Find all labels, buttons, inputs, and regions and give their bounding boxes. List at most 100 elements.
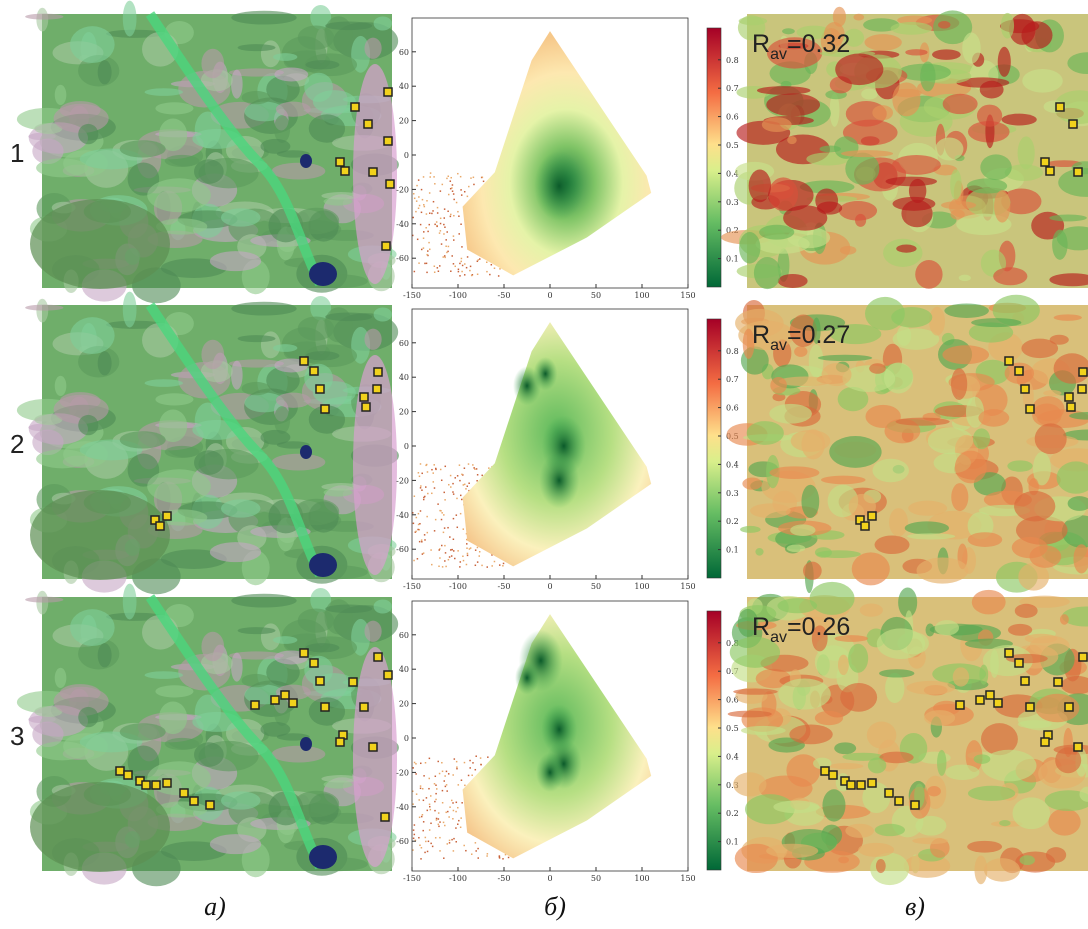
scatter-dot <box>460 827 462 829</box>
scatter-dot <box>453 199 455 201</box>
scatter-dot <box>460 495 462 497</box>
terrain-patch <box>123 292 137 328</box>
map-patch <box>872 105 893 120</box>
scatter-dot <box>444 217 446 219</box>
scatter-dot <box>464 191 466 193</box>
map-patch <box>890 22 932 35</box>
colorbar-tick-label: 0.5 <box>726 724 739 733</box>
scatter-dot <box>434 530 436 532</box>
scatter-dot <box>425 841 427 843</box>
terrain-patch <box>145 671 183 679</box>
map-patch <box>912 837 948 844</box>
scatter-dot <box>445 552 447 554</box>
map-patch <box>876 859 886 873</box>
scatter-dot <box>426 213 428 215</box>
scatter-dot <box>446 178 448 180</box>
map-patch <box>872 459 908 483</box>
map-patch <box>769 404 812 424</box>
map-patch <box>864 34 901 51</box>
marker <box>386 180 394 188</box>
scatter-dot <box>459 464 461 466</box>
terrain-patch <box>194 450 224 475</box>
terrain-patch <box>123 1 137 37</box>
terrain-patch <box>325 22 372 31</box>
map-patch <box>739 232 760 264</box>
x-tick-label: 50 <box>591 291 601 300</box>
marker <box>321 405 329 413</box>
scatter-dot <box>473 177 475 179</box>
marker <box>986 691 994 699</box>
map-patch <box>959 275 971 281</box>
scatter-dot <box>461 474 463 476</box>
marker <box>251 701 259 709</box>
scatter-dot <box>499 855 501 857</box>
marker <box>142 781 150 789</box>
scatter-dot <box>441 519 443 521</box>
terrain-patch <box>221 208 261 226</box>
scatter-dot <box>494 268 496 270</box>
map-patch <box>877 628 925 659</box>
scatter-dot <box>468 482 470 484</box>
map-patch <box>943 94 978 114</box>
scatter-dot <box>494 561 496 563</box>
marker <box>895 797 903 805</box>
terrain-patch <box>120 723 166 740</box>
scatter-dot <box>425 227 427 229</box>
scatter-dot <box>443 532 445 534</box>
map-patch <box>971 318 1021 327</box>
map-patch <box>1020 855 1035 865</box>
map-patch <box>895 418 949 426</box>
map-patch <box>905 521 949 534</box>
scatter-dot <box>443 492 445 494</box>
scatter-dot <box>458 820 460 822</box>
marker <box>124 771 132 779</box>
scatter-dot <box>428 788 430 790</box>
terrain-patch <box>374 600 392 614</box>
map-patch <box>908 501 947 516</box>
scatter-dot <box>475 769 477 771</box>
scatter-dot <box>486 855 488 857</box>
scatter-dot <box>424 263 426 265</box>
scatter-dot <box>423 499 425 501</box>
terrain-patch <box>55 376 67 396</box>
scatter-dot <box>421 489 423 491</box>
scatter-dot <box>415 531 417 533</box>
map-patch <box>973 428 990 449</box>
scatter-dot <box>445 246 447 248</box>
map-patch <box>755 548 763 556</box>
terrain-patch <box>231 302 296 316</box>
scatter-dot <box>426 263 428 265</box>
scatter-dot <box>442 802 444 804</box>
scatter-dot <box>454 266 456 268</box>
map-patch <box>892 82 920 116</box>
figure: 1-150-100-50050100150-60-40-2002040600.1… <box>0 0 1088 929</box>
y-tick-label: -20 <box>396 768 409 777</box>
scatter-dot <box>444 775 446 777</box>
scatter-dot <box>452 491 454 493</box>
terrain-patch <box>194 742 224 767</box>
terrain-patch <box>25 305 63 311</box>
scatter-dot <box>477 561 479 563</box>
scatter-dot <box>422 553 424 555</box>
scatter-dot <box>463 484 465 486</box>
x-tick-label: 150 <box>680 874 695 883</box>
scatter-dot <box>436 788 438 790</box>
marker <box>1079 653 1087 661</box>
scatter-dot <box>452 483 454 485</box>
scatter-dot <box>457 173 459 175</box>
scatter-dot <box>432 846 434 848</box>
scatter-dot <box>414 824 416 826</box>
lake <box>309 553 337 577</box>
map-patch <box>741 726 786 735</box>
scatter-dot <box>461 246 463 248</box>
scatter-dot <box>461 194 463 196</box>
terrain-patch <box>274 115 290 143</box>
y-tick-label: -40 <box>396 220 409 229</box>
scatter-dot <box>420 858 422 860</box>
scatter-dot <box>434 271 436 273</box>
map-patch <box>1048 808 1080 835</box>
scatter-dot <box>450 216 452 218</box>
scatter-dot <box>453 493 455 495</box>
scatter-dot <box>477 547 479 549</box>
scatter-dot <box>470 547 472 549</box>
